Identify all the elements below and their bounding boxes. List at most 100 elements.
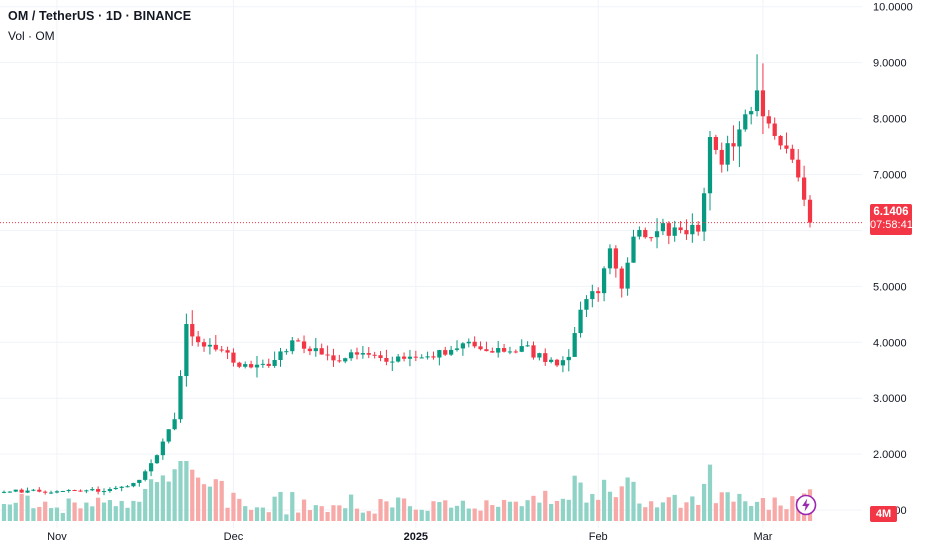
volume-bar (225, 507, 230, 521)
candles-layer (0, 54, 862, 496)
volume-bar (666, 497, 671, 521)
candle-body (554, 359, 560, 366)
candle-body (425, 356, 430, 358)
volume-bar (119, 500, 124, 521)
volume-bar (72, 502, 77, 521)
candle-body (254, 364, 260, 368)
lightning-icon[interactable] (795, 494, 817, 516)
candle-body (13, 489, 18, 492)
volume-bar (701, 483, 707, 521)
last-price-badge: 6.1406 07:58:41 (870, 204, 913, 235)
candle-body (437, 350, 442, 358)
candle-body (378, 355, 383, 359)
candle-body (678, 227, 683, 231)
x-tick-label: Feb (589, 531, 608, 543)
volume-bar (543, 490, 548, 521)
candle-body (625, 262, 630, 289)
candle-body (84, 490, 89, 492)
volume-bar (37, 506, 42, 521)
candle-body (566, 356, 571, 361)
candle-body (266, 363, 271, 366)
volume-bar (649, 501, 654, 521)
y-tick-label: 10.0000 (873, 2, 913, 14)
candle-body (307, 348, 313, 352)
volume-bar (237, 498, 242, 521)
candle-body (490, 351, 495, 353)
volume-bar (749, 506, 754, 521)
volume-bar (496, 506, 501, 521)
candle-body (631, 236, 636, 263)
candle-body (360, 353, 365, 355)
candle-body (207, 344, 213, 347)
candle-body (790, 148, 795, 160)
candle-body (578, 309, 583, 334)
volume-bar (78, 508, 83, 521)
volume-bar (725, 492, 730, 521)
x-tick-label: 2025 (404, 531, 428, 543)
volume-bar (607, 491, 613, 521)
volume-bar (378, 499, 383, 521)
volume-bar (537, 502, 542, 521)
volume-bar (101, 502, 107, 521)
candle-body (613, 248, 618, 269)
y-tick-label: 7.0000 (873, 170, 907, 182)
candle-body (496, 348, 501, 353)
volume-bar (584, 502, 589, 521)
candle-body (537, 353, 542, 358)
volume-bar (25, 495, 30, 521)
candle-body (584, 299, 589, 310)
candle-body (484, 349, 489, 352)
candle-body (478, 346, 483, 350)
volume-bar (407, 506, 413, 521)
volume-bar (319, 506, 324, 521)
volume-bar (425, 510, 430, 521)
candle-body (337, 360, 342, 362)
volume-bar (160, 475, 165, 521)
volume-bar (131, 500, 136, 521)
volume-bar (307, 510, 313, 521)
candle-body (272, 359, 277, 366)
candle-body (148, 463, 154, 472)
volume-bar (590, 494, 595, 521)
volume-bar (196, 477, 201, 521)
candle-body (37, 489, 42, 492)
x-tick-label: Nov (47, 531, 67, 543)
candle-body (784, 145, 789, 149)
candle-body (72, 490, 77, 492)
volume-bar (325, 512, 330, 521)
candle-body (549, 359, 554, 362)
volume-bar (184, 461, 189, 521)
candle-body (454, 348, 460, 350)
candle-body (696, 224, 701, 232)
candle-body (766, 116, 771, 124)
volume-bar (713, 503, 718, 521)
candle-body (701, 193, 707, 232)
candle-body (590, 291, 595, 300)
x-tick-label: Mar (753, 531, 772, 543)
volume-bar (7, 504, 13, 521)
volume-bar (678, 507, 683, 521)
volume-bar (643, 507, 648, 521)
candle-body (660, 223, 666, 232)
volume-bar (337, 505, 342, 521)
chart-legend[interactable]: OM / TetherUS · 1D · BINANCE Vol · OM (8, 9, 191, 43)
volume-indicator-label[interactable]: Vol · OM (8, 29, 55, 43)
candle-body (725, 143, 730, 165)
candle-body (190, 324, 195, 337)
volume-bar (178, 461, 183, 521)
symbol-title[interactable]: OM / TetherUS · 1D · BINANCE (8, 9, 192, 23)
candle-body (301, 341, 307, 349)
volume-bar (301, 499, 307, 521)
volume-bar (525, 500, 530, 521)
candle-body (460, 343, 466, 349)
last-price-value: 6.1406 (873, 206, 909, 218)
candle-body (654, 231, 660, 238)
candle-body (754, 90, 760, 112)
candle-body (372, 354, 377, 356)
candle-body (231, 352, 236, 363)
candle-body (278, 351, 283, 360)
candle-body (401, 356, 407, 359)
candle-body (472, 341, 477, 347)
candle-body (807, 199, 813, 223)
